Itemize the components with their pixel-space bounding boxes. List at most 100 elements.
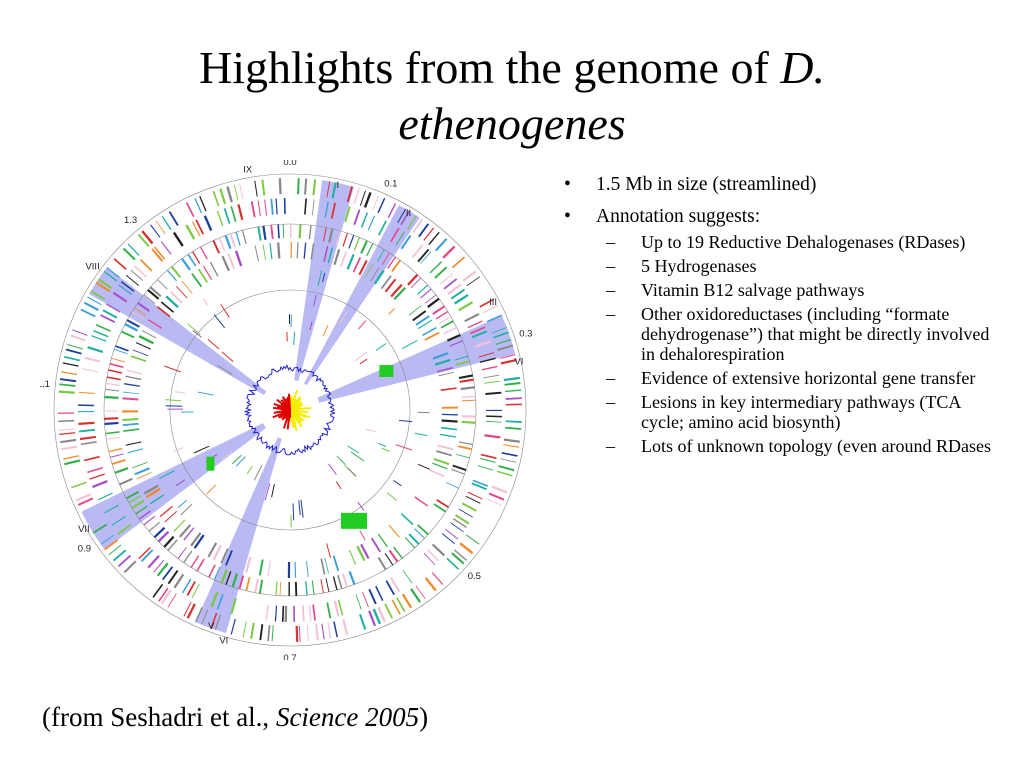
- gene-tick: [185, 201, 195, 218]
- gene-tick: [160, 241, 172, 255]
- feature-tick: [398, 419, 413, 423]
- sub-bullet-marker: –: [606, 256, 615, 276]
- gene-tick: [485, 420, 502, 423]
- gene-tick: [120, 281, 135, 292]
- gene-tick: [282, 224, 285, 239]
- gene-tick: [156, 306, 171, 318]
- gene-tick: [436, 450, 452, 457]
- gene-tick: [303, 242, 307, 259]
- gene-tick: [105, 431, 120, 435]
- gene-tick: [139, 259, 153, 272]
- gene-tick: [503, 444, 520, 448]
- gene-tick: [97, 278, 113, 289]
- gene-tick: [122, 247, 136, 261]
- gene-tick: [138, 335, 155, 345]
- gene-tick: [503, 438, 520, 443]
- feature-tick: [165, 405, 183, 407]
- gene-tick: [364, 263, 374, 278]
- feature-tick: [193, 445, 210, 454]
- gene-tick: [432, 305, 445, 315]
- gene-tick: [484, 434, 501, 439]
- gene-tick: [359, 613, 367, 630]
- gene-tick: [441, 533, 455, 544]
- gene-tick: [442, 245, 456, 259]
- gene-tick: [440, 426, 457, 431]
- gene-tick: [277, 242, 281, 259]
- gene-tick: [298, 224, 302, 239]
- gene-tick: [165, 295, 179, 309]
- gene-tick: [459, 378, 474, 383]
- gene-tick: [348, 549, 357, 565]
- feature-tick: [165, 399, 182, 402]
- scale-label: 0.7: [283, 653, 296, 660]
- gene-tick: [439, 273, 453, 285]
- feature-tick: [339, 311, 348, 325]
- gene-tick: [306, 625, 310, 642]
- gene-tick: [424, 331, 440, 341]
- gene-tick: [141, 330, 157, 339]
- gene-tick: [150, 494, 165, 505]
- feature-tick: [180, 503, 193, 516]
- gene-tick: [84, 356, 101, 363]
- gene-tick: [83, 455, 100, 462]
- feature-tick: [350, 451, 365, 462]
- map-labels: 0.00.10.30.50.70.91.11.3IIIIIIVIVIIVIVVI…: [40, 160, 532, 660]
- gene-tick: [396, 597, 406, 613]
- gene-tick: [155, 220, 166, 234]
- feature-tick: [388, 308, 395, 315]
- gene-tick: [111, 516, 126, 526]
- gene-tick: [340, 251, 347, 267]
- gene-tick: [257, 200, 261, 217]
- gene-tick: [360, 543, 370, 560]
- gene-tick: [254, 578, 259, 593]
- gene-tick: [429, 261, 443, 274]
- gene-tick: [479, 357, 496, 363]
- feature-tick: [174, 391, 186, 394]
- gene-tick: [471, 330, 488, 339]
- gene-tick: [435, 238, 448, 252]
- gene-tick: [278, 178, 282, 195]
- gene-tick: [124, 323, 138, 332]
- gene-tick: [127, 448, 144, 454]
- gene-tick: [245, 556, 252, 573]
- sub-bullet-item: – Lesions in key intermediary pathways (T…: [556, 392, 1006, 432]
- gene-tick: [63, 355, 80, 362]
- gene-tick: [470, 326, 486, 335]
- gene-tick: [149, 224, 161, 238]
- gene-tick: [58, 419, 75, 423]
- gene-tick: [100, 314, 116, 323]
- gene-tick: [181, 257, 192, 271]
- gene-tick: [170, 265, 182, 278]
- feature-tick: [354, 351, 368, 362]
- gene-tick: [114, 348, 128, 355]
- gene-tick: [454, 514, 470, 525]
- gene-tick: [479, 457, 496, 463]
- gene-tick: [230, 206, 237, 222]
- gene-tick: [341, 573, 349, 588]
- gene-tick: [376, 249, 385, 262]
- gene-tick: [359, 190, 367, 206]
- gene-tick: [238, 575, 245, 590]
- gene-tick: [77, 497, 94, 506]
- island-sector: [304, 205, 420, 386]
- gene-tick: [196, 558, 205, 572]
- gene-tick: [87, 296, 102, 306]
- gene-tick: [78, 391, 95, 395]
- gene-tick: [241, 230, 247, 244]
- gene-tick: [454, 549, 468, 561]
- sub-bullet-item: – Other oxidoreductases (including “forma…: [556, 304, 1006, 364]
- gene-tick: [239, 183, 244, 200]
- gene-tick: [123, 428, 140, 432]
- gene-tick: [185, 224, 196, 240]
- gene-tick: [125, 490, 140, 500]
- gene-tick: [220, 569, 228, 584]
- gene-tick: [131, 499, 145, 509]
- gene-tick: [71, 481, 87, 489]
- sub-bullet-item: – Up to 19 Reductive Dehalogenases (RDase…: [556, 232, 1006, 252]
- gene-tick: [454, 355, 469, 361]
- gene-tick: [186, 581, 196, 596]
- inner-features: [159, 270, 430, 559]
- feature-tick: [393, 479, 402, 487]
- gene-tick: [267, 624, 271, 642]
- gene-tick: [452, 517, 467, 529]
